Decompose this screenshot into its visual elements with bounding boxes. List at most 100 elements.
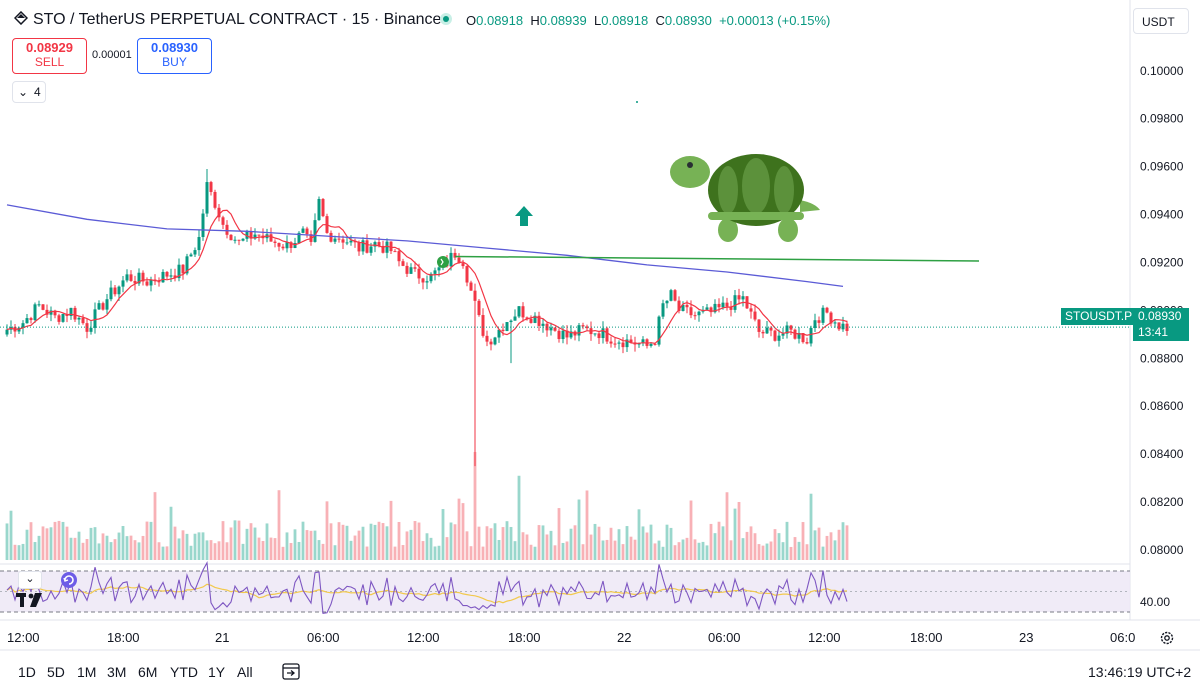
turtle-sticker-icon	[670, 154, 820, 242]
last-price: 0.08930	[1138, 309, 1182, 323]
volume-bar	[757, 544, 761, 560]
time-axis-label: 12:00	[7, 630, 40, 645]
timeframe-button[interactable]: All	[237, 664, 253, 680]
volume-bar	[109, 542, 113, 560]
timeframe-button[interactable]: YTD	[170, 664, 198, 680]
timeframe-button[interactable]: 5D	[47, 664, 65, 680]
volume-bar	[157, 542, 161, 560]
candle-body	[385, 241, 389, 253]
timeframe-button[interactable]: 1Y	[208, 664, 226, 680]
volume-bar	[549, 530, 553, 560]
candle-body	[509, 320, 513, 323]
volume-bar	[61, 521, 65, 560]
volume-bar	[681, 539, 685, 560]
volume-bar	[425, 533, 429, 560]
candle-body	[749, 308, 753, 312]
buy-label: BUY	[162, 55, 187, 69]
candle-body	[453, 252, 457, 258]
volume-bar	[301, 521, 305, 560]
volume-bar	[65, 526, 69, 560]
price-axis-label: 0.09400	[1140, 208, 1184, 222]
candle-body	[677, 300, 681, 311]
candle-body	[565, 330, 569, 338]
timeframe-button[interactable]: 3M	[107, 664, 127, 680]
volume-bar	[689, 500, 693, 560]
volume-bar	[97, 543, 101, 560]
volume-bar	[85, 539, 89, 560]
candle-body	[785, 325, 789, 334]
volume-bar	[405, 531, 409, 560]
gear-icon[interactable]	[1159, 630, 1175, 651]
candle-body	[465, 266, 469, 283]
candle-body	[733, 295, 737, 310]
volume-bar	[533, 546, 537, 560]
candle-body	[181, 264, 185, 274]
tradingview-logo[interactable]	[16, 593, 46, 612]
ohlc-readout: O0.08918 H0.08939 L0.08918 C0.08930 +0.0…	[466, 13, 831, 28]
volume-bar	[665, 524, 669, 560]
timeframe-button[interactable]: 6M	[138, 664, 158, 680]
candle-body	[809, 327, 813, 344]
volume-bar	[717, 521, 721, 560]
candle-body	[257, 234, 261, 236]
candle-body	[273, 241, 277, 243]
candle-body	[521, 306, 525, 318]
volume-bar	[5, 523, 9, 560]
volume-bar	[525, 534, 529, 560]
candle-body	[53, 310, 57, 316]
volume-bar	[789, 546, 793, 560]
candle-body	[449, 252, 453, 267]
candle-body	[681, 304, 685, 311]
volume-bar	[229, 527, 233, 560]
candle-body	[277, 242, 281, 247]
symbol-title[interactable]: STO / TetherUS PERPETUAL CONTRACT · 15 ·…	[33, 11, 442, 28]
candle-body	[553, 327, 557, 331]
volume-bar	[449, 522, 453, 560]
candle-body	[629, 339, 633, 343]
indicators-toggle[interactable]: ⌄ 4	[12, 81, 46, 103]
volume-bar	[725, 492, 729, 560]
refresh-icon[interactable]	[60, 571, 78, 589]
timeframe-button[interactable]: 1M	[77, 664, 97, 680]
volume-bar	[621, 544, 625, 560]
candle-body	[337, 238, 341, 240]
volume-bar	[269, 537, 273, 560]
volume-bar	[333, 545, 337, 560]
volume-bar	[385, 526, 389, 560]
volume-bar	[49, 527, 53, 560]
candle-body	[29, 318, 33, 321]
candle-body	[381, 245, 385, 253]
symbol-icon[interactable]	[13, 10, 29, 30]
volume-bar	[649, 524, 653, 560]
volume-bar	[469, 546, 473, 560]
candle-body	[297, 232, 301, 243]
volume-bar	[581, 544, 585, 560]
candle-body	[489, 341, 493, 345]
buy-button[interactable]: 0.08930 BUY	[137, 38, 212, 74]
candle-body	[617, 342, 621, 344]
candle-body	[697, 311, 701, 316]
volume-bar	[389, 500, 393, 560]
rsi-collapse-button[interactable]: ⌄	[18, 571, 42, 589]
volume-bar	[657, 540, 661, 560]
volume-bar	[37, 535, 41, 560]
tiny-dot	[636, 101, 638, 103]
timeframe-button[interactable]: 1D	[18, 664, 36, 680]
volume-bar	[45, 528, 49, 560]
currency-selector[interactable]: USDT	[1133, 8, 1189, 34]
volume-bar	[553, 545, 557, 560]
volume-bar	[473, 452, 477, 560]
candle-body	[89, 327, 93, 332]
spread-value: 0.00001	[92, 49, 132, 61]
candle-body	[689, 307, 693, 316]
volume-bar	[209, 540, 213, 560]
volume-bar	[465, 531, 469, 560]
time-axis-label: 06:00	[307, 630, 340, 645]
sell-button[interactable]: 0.08929 SELL	[12, 38, 87, 74]
volume-bar	[77, 531, 81, 560]
candle-body	[341, 239, 345, 243]
volume-bar	[593, 523, 597, 560]
date-range-icon[interactable]	[281, 661, 301, 686]
volume-bar	[729, 540, 733, 560]
